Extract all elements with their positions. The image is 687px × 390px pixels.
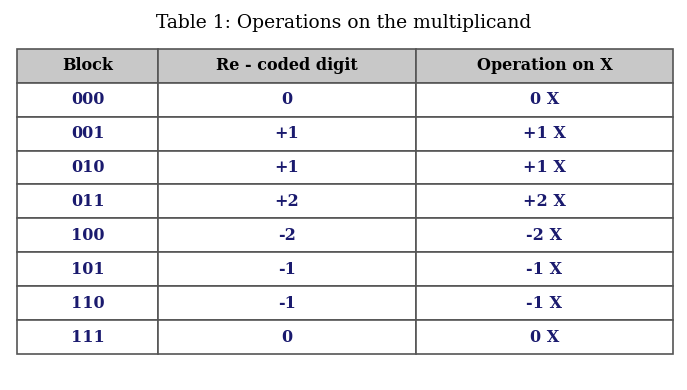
- Bar: [158, 117, 416, 151]
- Bar: [416, 117, 673, 151]
- Text: -1 X: -1 X: [526, 261, 563, 278]
- Bar: [416, 151, 673, 184]
- Bar: [158, 218, 416, 252]
- Bar: [17, 218, 158, 252]
- Bar: [158, 286, 416, 320]
- Text: 0: 0: [281, 329, 293, 346]
- Bar: [17, 184, 158, 218]
- Text: 001: 001: [71, 125, 104, 142]
- Text: +2 X: +2 X: [523, 193, 566, 210]
- Text: 011: 011: [71, 193, 104, 210]
- Text: +1 X: +1 X: [523, 125, 566, 142]
- Bar: [158, 49, 416, 83]
- Text: -1 X: -1 X: [526, 295, 563, 312]
- Bar: [416, 218, 673, 252]
- Bar: [158, 151, 416, 184]
- Bar: [416, 320, 673, 354]
- Bar: [158, 184, 416, 218]
- Bar: [416, 49, 673, 83]
- Text: 010: 010: [71, 159, 104, 176]
- Text: -1: -1: [278, 261, 296, 278]
- Text: -2: -2: [278, 227, 296, 244]
- Text: 100: 100: [71, 227, 104, 244]
- Bar: [17, 117, 158, 151]
- Text: 111: 111: [71, 329, 104, 346]
- Text: 110: 110: [71, 295, 104, 312]
- Bar: [17, 49, 158, 83]
- Bar: [416, 286, 673, 320]
- Text: 0 X: 0 X: [530, 329, 559, 346]
- Bar: [158, 252, 416, 286]
- Text: +2: +2: [274, 193, 300, 210]
- Text: Table 1: Operations on the multiplicand: Table 1: Operations on the multiplicand: [156, 14, 531, 32]
- Text: 0 X: 0 X: [530, 91, 559, 108]
- Text: +1: +1: [274, 125, 300, 142]
- Text: 0: 0: [281, 91, 293, 108]
- Bar: [17, 320, 158, 354]
- Text: +1: +1: [274, 159, 300, 176]
- Text: 101: 101: [71, 261, 104, 278]
- Text: -2 X: -2 X: [526, 227, 563, 244]
- Text: -1: -1: [278, 295, 296, 312]
- Text: Block: Block: [62, 57, 113, 74]
- Bar: [416, 252, 673, 286]
- Bar: [158, 83, 416, 117]
- Bar: [416, 83, 673, 117]
- Bar: [17, 252, 158, 286]
- Bar: [17, 83, 158, 117]
- Bar: [17, 286, 158, 320]
- Bar: [416, 184, 673, 218]
- Text: Re - coded digit: Re - coded digit: [216, 57, 358, 74]
- Bar: [17, 151, 158, 184]
- Text: 000: 000: [71, 91, 104, 108]
- Text: Operation on X: Operation on X: [477, 57, 612, 74]
- Bar: [158, 320, 416, 354]
- Text: +1 X: +1 X: [523, 159, 566, 176]
